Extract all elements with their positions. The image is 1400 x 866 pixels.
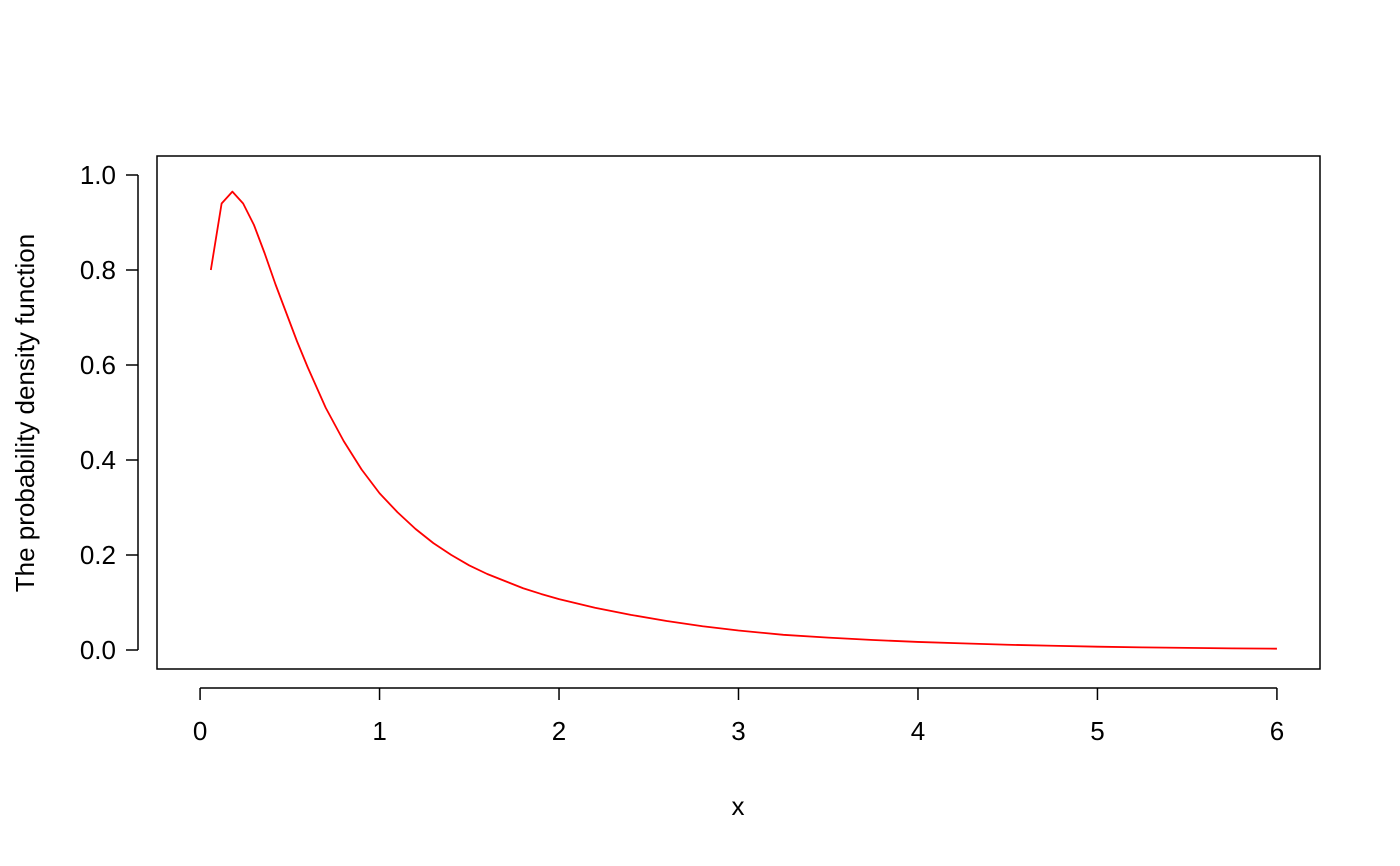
x-tick-label: 2 [552, 716, 566, 746]
series-layer [209, 190, 1277, 650]
y-axis-title: The probability density function [10, 234, 40, 592]
plot-frame [156, 155, 1321, 670]
x-tick-label: 0 [193, 716, 207, 746]
x-tick-label: 5 [1090, 716, 1104, 746]
density-curve [209, 190, 1277, 650]
y-tick-label: 1.0 [80, 160, 116, 190]
x-tick-label: 4 [911, 716, 925, 746]
x-axis-title: x [732, 791, 745, 821]
axes: 0 1 2 3 4 5 6 0.0 0.2 0.4 0.6 0.8 1.0 [80, 155, 1321, 746]
x-tick-label: 3 [731, 716, 745, 746]
y-tick-label: 0.2 [80, 540, 116, 570]
x-tick-label: 6 [1270, 716, 1284, 746]
x-tick-label: 1 [372, 716, 386, 746]
y-tick-label: 0.8 [80, 255, 116, 285]
y-tick-label: 0.4 [80, 445, 116, 475]
y-tick-label: 0.0 [80, 635, 116, 665]
y-tick-label: 0.6 [80, 350, 116, 380]
